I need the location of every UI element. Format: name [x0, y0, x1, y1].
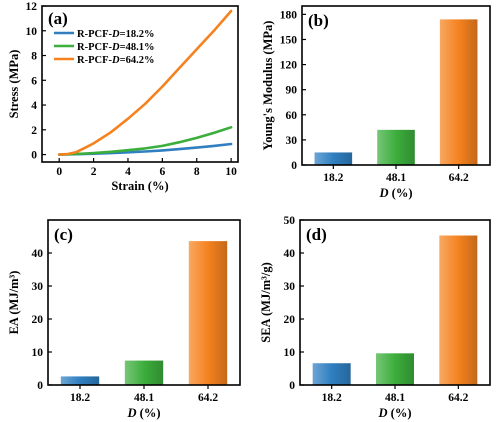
x-tick-label: 4 — [125, 166, 131, 178]
y-tick-label: 20 — [32, 314, 44, 326]
x-tick-label: 6 — [159, 166, 165, 178]
x-tick-label: 18.2 — [323, 172, 343, 184]
y-tick-label: 6 — [31, 75, 37, 87]
x-tick-label: 64.2 — [449, 172, 469, 184]
y-axis-label: Stress (MPa) — [7, 50, 21, 119]
series-line-1 — [57, 126, 233, 156]
x-axis-label: D (%) — [379, 186, 413, 200]
panel-a: 0 2 4 6 8 10 0 2 4 6 8 10 12 Strain (%) Stress (MPa) (a… — [7, 1, 239, 193]
y-tick-label: 180 — [280, 9, 298, 21]
y-tick-label: 30 — [286, 135, 298, 147]
x-axis-label: D (%) — [378, 406, 412, 420]
y-tick-label: 90 — [286, 85, 298, 97]
y-tick-label: 8 — [31, 51, 37, 63]
bar-18.2 — [314, 152, 353, 165]
y-tick-label: 0 — [37, 380, 43, 392]
panel-label: (a) — [48, 9, 68, 28]
y-tick-label: 2 — [31, 125, 37, 137]
x-tick-label: 18.2 — [322, 392, 342, 404]
y-tick-label: 40 — [284, 248, 296, 260]
bar-64.2 — [439, 235, 478, 385]
y-axis-label: SEA (MJ/m³/g) — [259, 262, 273, 342]
y-tick-label: 0 — [289, 380, 295, 392]
x-tick-label: 8 — [194, 166, 200, 178]
x-tick-label: 10 — [225, 166, 237, 178]
plot-frame — [301, 5, 491, 166]
y-tick-label: 10 — [26, 26, 38, 38]
x-tick-label: 64.2 — [448, 392, 468, 404]
y-tick-label: 30 — [284, 281, 296, 293]
y-tick-label: 30 — [32, 281, 44, 293]
y-tick-label: 120 — [280, 60, 298, 72]
panel-label: (c) — [54, 225, 73, 244]
x-tick-label: 0 — [56, 166, 62, 178]
x-tick-label: 48.1 — [134, 392, 154, 404]
x-tick-label: 48.1 — [385, 392, 405, 404]
panel-c: 18.2 48.1 64.2 0 10 20 30 40 D (%) EA (MJ/m³) (c) — [7, 219, 241, 420]
y-tick-label: 10 — [32, 347, 44, 359]
y-axis-label: EA (MJ/m³) — [7, 271, 21, 335]
bar-18.2 — [60, 376, 100, 385]
legend-entry: R-PCF-D=48.1% — [77, 42, 154, 53]
y-tick-label: 12 — [26, 1, 38, 13]
plot-frame — [41, 5, 239, 163]
bar-48.1 — [376, 353, 414, 385]
x-tick-label: 48.1 — [386, 172, 406, 184]
y-tick-label: 0 — [31, 150, 37, 162]
y-tick-label: 10 — [284, 347, 296, 359]
y-tick-label: 40 — [32, 248, 44, 260]
y-tick-label: 20 — [284, 314, 296, 326]
bar-64.2 — [188, 241, 228, 385]
panel-d: 18.2 48.1 64.2 0 10 20 30 40 50 D (%) SEA (MJ/m³/g… — [259, 215, 491, 420]
bar-64.2 — [439, 19, 478, 166]
plot-frame — [47, 219, 241, 386]
bar-48.1 — [377, 129, 415, 165]
x-tick-label: 2 — [91, 166, 97, 178]
y-tick-label: 60 — [286, 110, 298, 122]
panel-label: (d) — [306, 225, 327, 244]
y-tick-label: 150 — [280, 34, 298, 46]
x-tick-label: 18.2 — [70, 392, 90, 404]
x-axis-label: Strain (%) — [111, 179, 168, 193]
y-tick-label: 0 — [291, 160, 297, 172]
y-tick-label: 50 — [284, 215, 296, 227]
panel-label: (b) — [308, 11, 329, 30]
legend-entry: R-PCF-D=64.2% — [77, 55, 154, 66]
x-tick-label: 64.2 — [198, 392, 218, 404]
y-tick-label: 4 — [31, 100, 37, 112]
legend-entry: R-PCF-D=18.2% — [77, 29, 154, 40]
series-line-2 — [57, 9, 233, 156]
x-axis-label: D (%) — [127, 406, 161, 420]
y-axis-label: Young's Modulus (MPa) — [261, 21, 275, 151]
panel-b: 18.2 48.1 64.2 0 30 60 90 120 150 180 D (%) Young's… — [261, 5, 491, 200]
plot-frame — [299, 219, 491, 386]
bar-48.1 — [124, 360, 164, 385]
bar-18.2 — [312, 363, 351, 385]
